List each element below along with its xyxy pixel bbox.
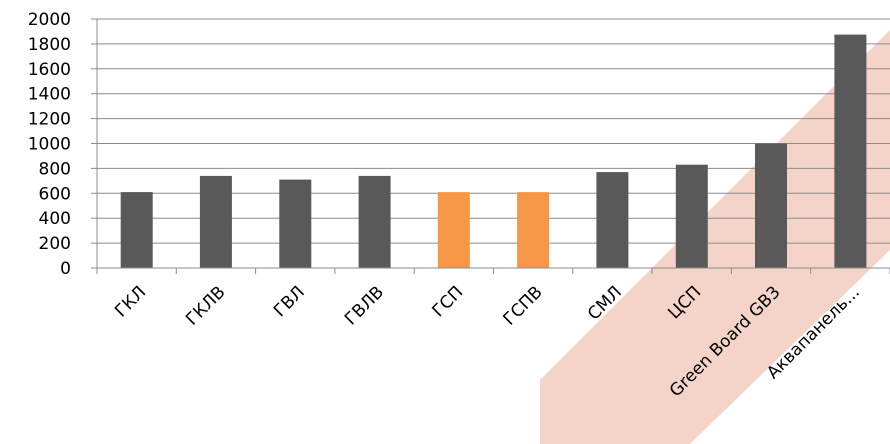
x-category-label: ГСП — [428, 282, 467, 321]
x-category-label: ГСПВ — [500, 282, 547, 329]
y-tick-label: 1000 — [28, 135, 71, 155]
bars — [120, 34, 867, 268]
bar — [279, 179, 312, 268]
highlight-band — [540, 30, 890, 444]
y-tick-label: 600 — [39, 184, 71, 204]
y-tick-label: 400 — [39, 209, 71, 229]
bar — [834, 34, 867, 268]
bar — [517, 192, 550, 268]
bar — [755, 143, 787, 268]
y-tick-label: 1400 — [28, 85, 71, 105]
x-category-label: ГВЛ — [270, 282, 309, 321]
x-category-label: ГКЛВ — [182, 282, 229, 329]
y-tick-label: 800 — [39, 159, 71, 179]
bar — [437, 192, 470, 268]
bar — [199, 175, 232, 268]
y-tick-label: 0 — [60, 259, 71, 279]
bar — [675, 164, 708, 268]
y-tick-label: 200 — [39, 234, 71, 254]
bar — [358, 175, 391, 268]
bar — [120, 192, 153, 268]
y-tick-label: 2000 — [28, 10, 71, 30]
x-category-label: ГКЛ — [111, 282, 150, 321]
y-tick-label: 1200 — [28, 110, 71, 130]
bar — [596, 172, 629, 268]
y-tick-label: 1800 — [28, 35, 71, 55]
y-tick-label: 1600 — [28, 60, 71, 80]
x-category-label: ГВЛВ — [341, 282, 388, 329]
y-axis-ticks: 0 200 400 600 800 1000 1200 1400 1600 1800 2000 — [28, 10, 97, 279]
